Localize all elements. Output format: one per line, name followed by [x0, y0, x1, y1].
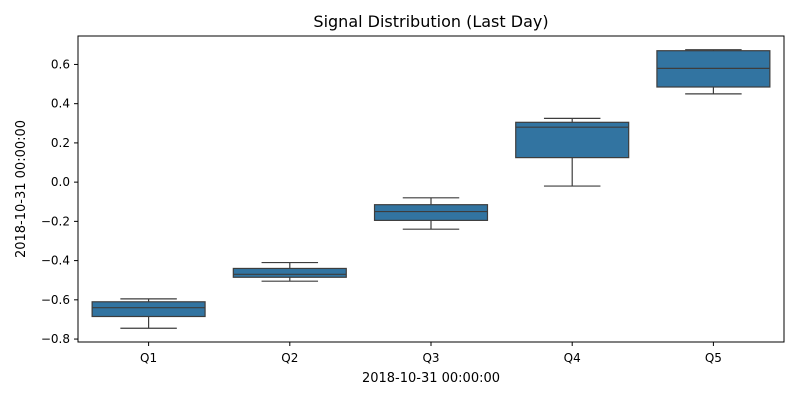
y-tick-label: −0.8 [41, 332, 70, 346]
y-tick-label: 0.0 [51, 175, 70, 189]
iqr-box [515, 121, 630, 159]
y-axis-label: 2018-10-31 00:00:00 [14, 120, 29, 258]
box-Q4 [515, 117, 630, 187]
y-tick-label: −0.2 [41, 214, 70, 228]
y-tick-label: −0.6 [41, 293, 70, 307]
x-tick-label: Q5 [705, 351, 722, 365]
box-Q2 [232, 261, 347, 282]
plot-layer [91, 49, 771, 329]
box-Q3 [373, 197, 489, 230]
y-tick-label: 0.4 [51, 97, 70, 111]
iqr-box [232, 267, 347, 278]
y-tick-label: −0.4 [41, 254, 70, 268]
x-tick-label: Q1 [140, 351, 157, 365]
x-axis: Q1 Q2 Q3 Q4 Q5 [140, 342, 722, 365]
chart-title: Signal Distribution (Last Day) [313, 12, 548, 31]
x-axis-label: 2018-10-31 00:00:00 [362, 371, 500, 386]
iqr-box [373, 204, 489, 221]
iqr-box [91, 301, 206, 318]
x-tick-label: Q3 [422, 351, 439, 365]
y-tick-label: 0.6 [51, 57, 70, 71]
x-tick-label: Q2 [281, 351, 298, 365]
x-tick-label: Q4 [564, 351, 581, 365]
y-axis: −0.8 −0.6 −0.4 −0.2 0.0 0.2 0.4 0.6 [41, 57, 78, 346]
y-tick-label: 0.2 [51, 136, 70, 150]
box-Q5 [656, 49, 771, 95]
box-Q1 [91, 298, 206, 329]
